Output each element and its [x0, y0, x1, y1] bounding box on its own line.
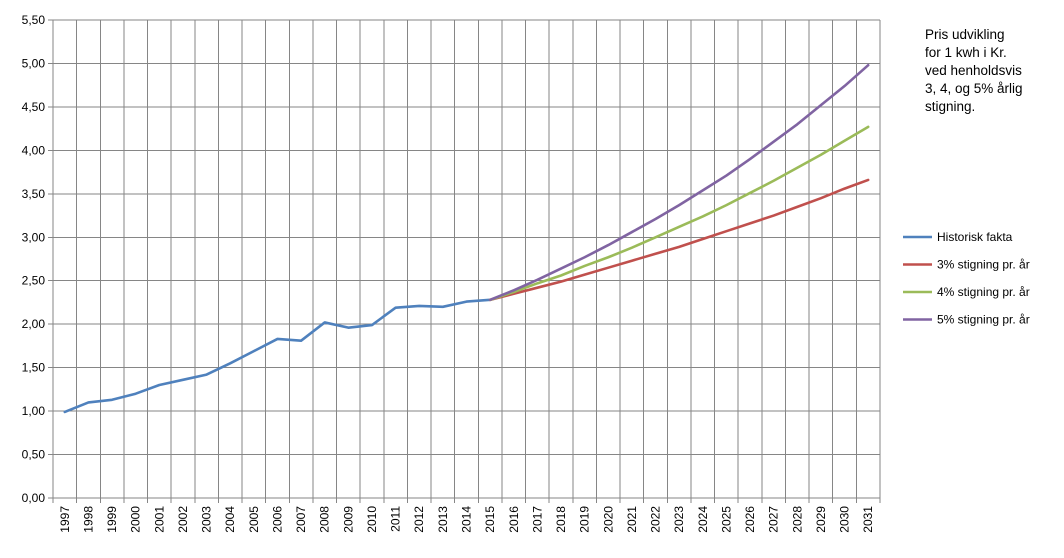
annotation-line: stigning. — [925, 99, 976, 114]
x-tick-label: 2018 — [554, 506, 568, 533]
x-tick-label: 2001 — [152, 506, 166, 533]
x-tick-label: 2027 — [767, 506, 781, 533]
y-tick-label: 0,00 — [22, 491, 46, 505]
x-tick-label: 2016 — [507, 506, 521, 533]
plot-background — [53, 20, 880, 498]
y-tick-label: 5,50 — [22, 13, 46, 27]
legend-label: Historisk fakta — [937, 230, 1013, 244]
x-tick-label: 2021 — [625, 506, 639, 533]
y-tick-label: 3,50 — [22, 187, 46, 201]
x-tick-label: 2003 — [200, 506, 214, 533]
y-tick-label: 2,50 — [22, 274, 46, 288]
series-line-1 — [63, 298, 492, 414]
x-tick-label: 2002 — [176, 506, 190, 533]
y-tick-label: 5,00 — [22, 56, 46, 70]
x-tick-label: 2023 — [672, 506, 686, 533]
annotation-line: ved henholdsvis — [925, 63, 1022, 78]
legend-label: 5% stigning pr. år — [937, 313, 1030, 327]
x-tick-label: 2006 — [270, 506, 284, 533]
x-tick-label: 2012 — [412, 506, 426, 533]
x-axis-tick-labels: 1997 1998 1999 2000 2001 2002 2003 2004 2005 2006… — [58, 506, 875, 533]
x-tick-label: 2022 — [649, 506, 663, 533]
x-tick-label: 2029 — [814, 506, 828, 533]
x-tick-label: 2026 — [743, 506, 757, 533]
y-tick-label: 4,00 — [22, 143, 46, 157]
x-tick-label: 2000 — [129, 506, 143, 533]
legend-label: 3% stigning pr. år — [937, 258, 1030, 272]
x-tick-label: 2024 — [696, 506, 710, 533]
annotation-line: 3, 4, og 5% årlig — [925, 81, 1023, 96]
axes — [48, 19, 881, 503]
y-tick-label: 1,00 — [22, 404, 46, 418]
x-tick-label: 2020 — [601, 506, 615, 533]
y-tick-label: 2,00 — [22, 317, 46, 331]
x-tick-label: 2015 — [483, 506, 497, 533]
series-lines — [63, 63, 870, 414]
chart-annotation: Pris udvikling for 1 kwh i Kr. ved henho… — [925, 26, 1057, 116]
annotation-line: Pris udvikling — [925, 27, 1005, 42]
annotation-line: for 1 kwh i Kr. — [925, 45, 1007, 60]
y-tick-label: 1,50 — [22, 361, 46, 375]
x-tick-label: 2014 — [460, 506, 474, 533]
y-tick-label: 3,00 — [22, 230, 46, 244]
y-tick-label: 0,50 — [22, 448, 46, 462]
x-tick-label: 2017 — [530, 506, 544, 533]
x-tick-label: 2007 — [294, 506, 308, 533]
x-tick-label: 2005 — [247, 506, 261, 533]
x-tick-label: 2009 — [341, 506, 355, 533]
x-tick-label: 2011 — [389, 506, 403, 532]
x-tick-label: 1999 — [105, 506, 119, 533]
x-tick-label: 2010 — [365, 506, 379, 533]
legend-label: 4% stigning pr. år — [937, 285, 1030, 299]
x-tick-label: 2019 — [578, 506, 592, 533]
y-axis-tick-labels: 0,00 0,50 1,00 1,50 2,00 2,50 3,00 3,50 4,00 4,50… — [22, 13, 46, 505]
x-tick-label: 2004 — [223, 506, 237, 533]
x-tick-label: 2025 — [719, 506, 733, 533]
x-tick-label: 2008 — [318, 506, 332, 533]
series-line-3 — [488, 125, 870, 302]
x-tick-label: 2030 — [838, 506, 852, 533]
series-line-4 — [488, 63, 870, 302]
x-tick-label: 2013 — [436, 506, 450, 533]
x-tick-label: 1998 — [81, 506, 95, 533]
series-line-2 — [488, 178, 870, 302]
x-tick-label: 2031 — [861, 506, 875, 533]
x-tick-label: 2028 — [790, 506, 804, 533]
legend: Historisk fakta 3% stigning pr. år 4% stig… — [903, 230, 1030, 327]
x-tick-label: 1997 — [58, 506, 72, 533]
y-tick-label: 4,50 — [22, 100, 46, 114]
plot-area — [53, 20, 880, 498]
